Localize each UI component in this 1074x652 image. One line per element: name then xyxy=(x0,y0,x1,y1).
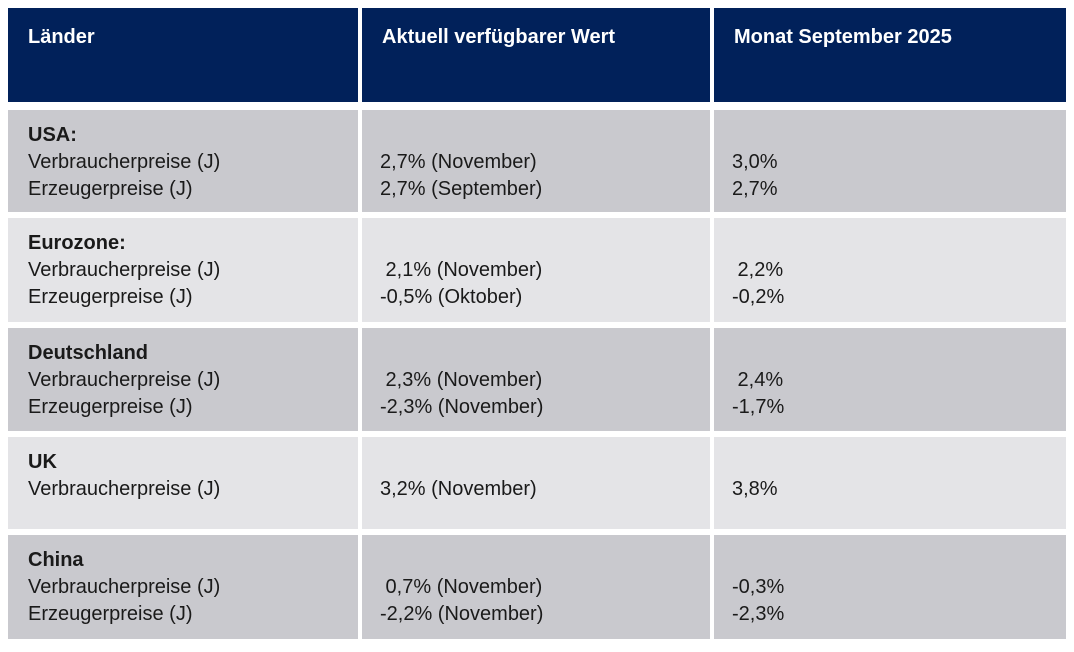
september-value-cell: -0,3% -2,3% xyxy=(714,535,1066,639)
september-value-cell: 3,8% xyxy=(714,437,1066,529)
header-cell-laender: Länder xyxy=(8,8,358,102)
current-value-cell: 2,7% (November) 2,7% (September) xyxy=(362,110,710,212)
metric-labels: Verbraucherpreise (J) Erzeugerpreise (J) xyxy=(28,576,221,625)
current-value-cell: 2,1% (November) -0,5% (Oktober) xyxy=(362,218,710,322)
table-row-deutschland: Deutschland Verbraucherpreise (J) Erzeug… xyxy=(8,328,1066,431)
september-value-cell: 2,2% -0,2% xyxy=(714,218,1066,322)
country-name: Eurozone: xyxy=(28,232,126,254)
country-name: USA: xyxy=(28,124,77,146)
metric-labels: Verbraucherpreise (J) Erzeugerpreise (J) xyxy=(28,369,221,418)
country-name: Deutschland xyxy=(28,342,149,364)
country-cell: USA: Verbraucherpreise (J) Erzeugerpreis… xyxy=(8,110,358,212)
country-cell: UK Verbraucherpreise (J) xyxy=(8,437,358,529)
current-value-cell: 2,3% (November) -2,3% (November) xyxy=(362,328,710,431)
table-row-usa: USA: Verbraucherpreise (J) Erzeugerpreis… xyxy=(8,110,1066,212)
table-row-eurozone: Eurozone: Verbraucherpreise (J) Erzeuger… xyxy=(8,218,1066,322)
september-value-cell: 3,0% 2,7% xyxy=(714,110,1066,212)
table-row-china: China Verbraucherpreise (J) Erzeugerprei… xyxy=(8,535,1066,639)
country-name: UK xyxy=(28,451,57,473)
metric-labels: Verbraucherpreise (J) Erzeugerpreise (J) xyxy=(28,259,221,308)
current-value-cell: 0,7% (November) -2,2% (November) xyxy=(362,535,710,639)
table-row-uk: UK Verbraucherpreise (J) 3,2% (November)… xyxy=(8,437,1066,529)
current-value-cell: 3,2% (November) xyxy=(362,437,710,529)
country-name: China xyxy=(28,549,84,571)
metric-labels: Verbraucherpreise (J) Erzeugerpreise (J) xyxy=(28,151,221,200)
country-cell: Deutschland Verbraucherpreise (J) Erzeug… xyxy=(8,328,358,431)
september-value-cell: 2,4% -1,7% xyxy=(714,328,1066,431)
country-cell: Eurozone: Verbraucherpreise (J) Erzeuger… xyxy=(8,218,358,322)
header-row: Länder Aktuell verfügbarer Wert Monat Se… xyxy=(8,8,1066,102)
header-cell-aktuell-verfuegbarer-wert: Aktuell verfügbarer Wert xyxy=(362,8,710,102)
country-cell: China Verbraucherpreise (J) Erzeugerprei… xyxy=(8,535,358,639)
metric-labels: Verbraucherpreise (J) xyxy=(28,478,221,500)
header-cell-monat-september-2025: Monat September 2025 xyxy=(714,8,1066,102)
